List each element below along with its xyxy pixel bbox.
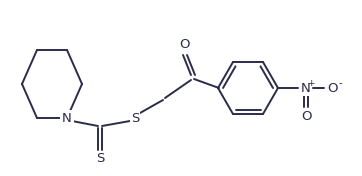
- Text: N: N: [301, 81, 311, 95]
- Text: +: +: [307, 78, 315, 87]
- Text: -: -: [338, 78, 342, 88]
- Text: S: S: [131, 112, 139, 124]
- Text: O: O: [180, 39, 190, 52]
- Text: N: N: [62, 112, 72, 124]
- Text: O: O: [328, 81, 338, 95]
- Text: S: S: [96, 152, 104, 165]
- Text: O: O: [301, 109, 311, 122]
